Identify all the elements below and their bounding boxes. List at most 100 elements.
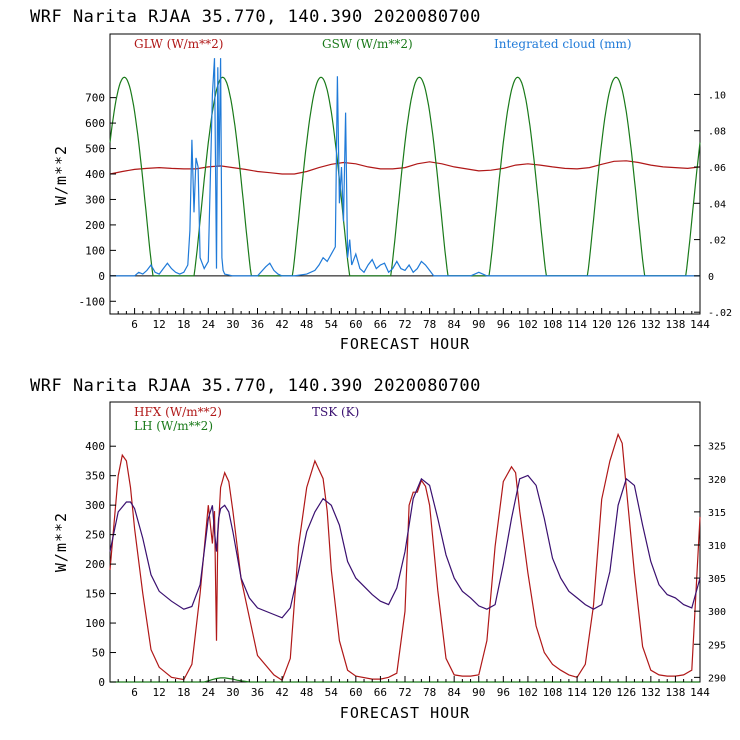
x-tick-label: 48 xyxy=(300,686,313,699)
y2-tick-label: 325 xyxy=(708,442,726,453)
y2-tick-label: 290 xyxy=(708,673,726,684)
y-tick-label: 200 xyxy=(85,558,105,571)
y-tick-label: 400 xyxy=(85,168,105,181)
series-line-2 xyxy=(109,474,701,619)
x-tick-label: 90 xyxy=(472,686,485,699)
x-tick-label: 114 xyxy=(567,318,587,331)
chart-2-plot-frame xyxy=(109,401,701,683)
x-tick-label: 132 xyxy=(641,686,661,699)
series-line-2 xyxy=(110,58,700,277)
y-tick-label: 50 xyxy=(92,647,105,660)
y-tick-label: 200 xyxy=(85,219,105,232)
x-tick-label: 78 xyxy=(423,318,436,331)
x-tick-label: 30 xyxy=(226,318,239,331)
series-line-1 xyxy=(110,677,700,683)
chart-2-xlabel: FORECAST HOUR xyxy=(340,704,470,722)
chart-2-ylabel: W/m**2 xyxy=(52,512,70,572)
x-tick-label: 12 xyxy=(153,318,166,331)
y-tick-label: 150 xyxy=(85,588,105,601)
chart-1-legend-glw: GLW (W/m**2) xyxy=(134,37,223,51)
x-tick-label: 18 xyxy=(177,686,190,699)
x-tick-label: 126 xyxy=(616,318,636,331)
x-tick-label: 24 xyxy=(202,686,216,699)
x-tick-label: 66 xyxy=(374,318,387,331)
x-tick-label: 54 xyxy=(325,686,339,699)
x-tick-label: 120 xyxy=(592,318,612,331)
x-tick-label: 132 xyxy=(641,318,661,331)
y-tick-label: 500 xyxy=(85,143,105,156)
chart-1-ylabel: W/m**2 xyxy=(52,145,70,205)
x-tick-label: 42 xyxy=(275,686,288,699)
y2-tick-label: .02 xyxy=(708,236,726,247)
x-tick-label: 24 xyxy=(202,318,216,331)
x-tick-label: 54 xyxy=(325,318,339,331)
x-tick-label: 30 xyxy=(226,686,239,699)
y2-tick-label: 300 xyxy=(708,607,726,618)
y2-tick-label: 310 xyxy=(708,541,726,552)
y-tick-label: 300 xyxy=(85,499,105,512)
chart-1-legend-cloud: Integrated cloud (mm) xyxy=(494,37,632,51)
y2-tick-label: .06 xyxy=(708,163,726,174)
x-tick-label: 144 xyxy=(690,686,710,699)
x-tick-label: 138 xyxy=(665,686,685,699)
y-tick-label: -100 xyxy=(79,295,106,308)
chart-2-legend-hfx: HFX (W/m**2) xyxy=(134,405,222,419)
x-tick-label: 102 xyxy=(518,686,538,699)
y2-tick-label: 0 xyxy=(708,272,714,283)
series-line-0 xyxy=(109,432,701,682)
y-tick-label: 400 xyxy=(85,440,105,453)
x-tick-label: 48 xyxy=(300,318,313,331)
x-tick-label: 36 xyxy=(251,318,264,331)
y-tick-label: 350 xyxy=(85,470,105,483)
x-tick-label: 84 xyxy=(448,686,462,699)
x-tick-label: 6 xyxy=(131,318,138,331)
x-tick-label: 36 xyxy=(251,686,264,699)
x-tick-label: 138 xyxy=(665,318,685,331)
x-tick-label: 6 xyxy=(131,686,138,699)
x-tick-label: 18 xyxy=(177,318,190,331)
x-tick-label: 108 xyxy=(543,686,563,699)
x-tick-label: 144 xyxy=(690,318,710,331)
x-tick-label: 126 xyxy=(616,686,636,699)
x-tick-label: 120 xyxy=(592,686,612,699)
x-tick-label: 96 xyxy=(497,318,510,331)
x-tick-label: 84 xyxy=(448,318,462,331)
y2-tick-label: .04 xyxy=(708,199,726,210)
y-tick-label: 250 xyxy=(85,529,105,542)
chart-2: WRF Narita RJAA 35.770, 140.390 20200807… xyxy=(30,376,726,722)
x-tick-label: 60 xyxy=(349,686,362,699)
y-tick-label: 0 xyxy=(98,270,105,283)
y-tick-label: 100 xyxy=(85,244,105,257)
chart-2-legend-tsk: TSK (K) xyxy=(312,405,359,419)
x-tick-label: 72 xyxy=(398,318,411,331)
chart-1-xlabel: FORECAST HOUR xyxy=(340,335,470,353)
y-tick-label: 700 xyxy=(85,92,105,105)
y-tick-label: 0 xyxy=(98,676,105,689)
x-tick-label: 42 xyxy=(275,318,288,331)
x-tick-label: 60 xyxy=(349,318,362,331)
x-tick-label: 114 xyxy=(567,686,587,699)
x-tick-label: 108 xyxy=(543,318,563,331)
chart-2-header: WRF Narita RJAA 35.770, 140.390 20200807… xyxy=(30,376,481,396)
chart-1-legend-gsw: GSW (W/m**2) xyxy=(322,37,413,51)
y-tick-label: 100 xyxy=(85,617,105,630)
x-tick-label: 78 xyxy=(423,686,436,699)
x-tick-label: 90 xyxy=(472,318,485,331)
y2-tick-label: -.02 xyxy=(708,308,732,319)
series-line-1 xyxy=(109,76,701,277)
chart-2-legend-lh: LH (W/m**2) xyxy=(134,419,213,433)
y2-tick-label: 320 xyxy=(708,475,726,486)
x-tick-label: 12 xyxy=(153,686,166,699)
y2-tick-label: .08 xyxy=(708,127,726,138)
y-tick-label: 300 xyxy=(85,193,105,206)
y2-tick-label: 315 xyxy=(708,508,726,519)
y-tick-label: 600 xyxy=(85,117,105,130)
y2-tick-label: 295 xyxy=(708,640,726,651)
x-tick-label: 66 xyxy=(374,686,387,699)
chart-1-header: WRF Narita RJAA 35.770, 140.390 20200807… xyxy=(30,7,481,27)
y2-tick-label: .10 xyxy=(708,90,726,101)
x-tick-label: 96 xyxy=(497,686,510,699)
x-tick-label: 102 xyxy=(518,318,538,331)
chart-1: WRF Narita RJAA 35.770, 140.390 20200807… xyxy=(30,7,732,353)
